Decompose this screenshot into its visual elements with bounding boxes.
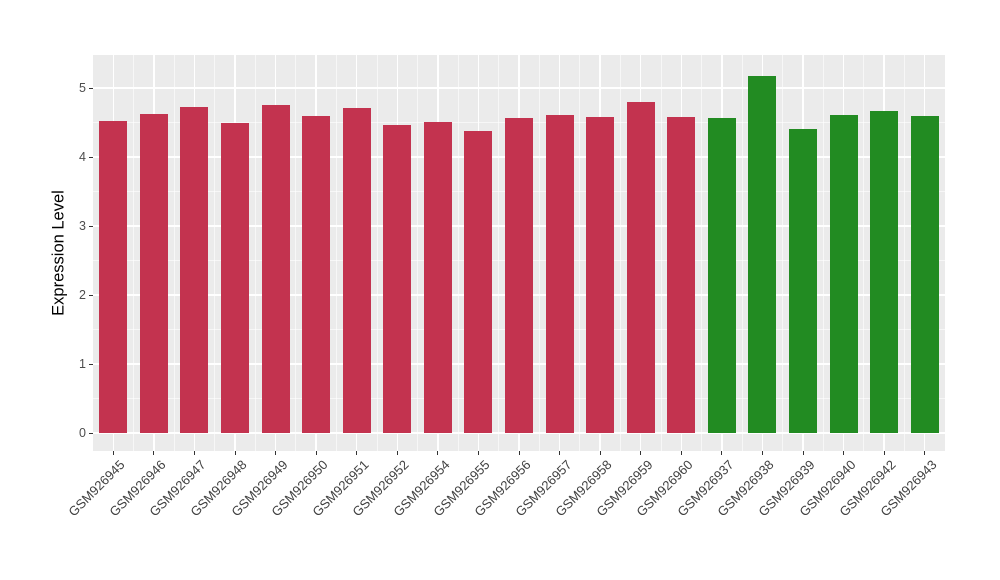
x-tick — [680, 451, 682, 455]
gridline-minor-v — [417, 55, 418, 451]
bar-GSM926959 — [626, 101, 655, 433]
bar-GSM926951 — [342, 108, 371, 433]
x-tick-label-text: GSM926942 — [836, 457, 899, 520]
x-tick — [112, 451, 114, 455]
x-tick-label-text: GSM926950 — [268, 457, 331, 520]
x-tick — [721, 451, 723, 455]
gridline-minor-v — [254, 55, 256, 451]
x-tick-label-text: GSM926957 — [511, 457, 575, 520]
bar-GSM926943 — [910, 116, 939, 433]
gridline-minor-v — [214, 55, 216, 451]
x-tick — [315, 451, 317, 455]
x-tick — [883, 451, 885, 455]
plot-panel — [93, 55, 945, 451]
gridline-minor-v — [782, 55, 784, 451]
x-tick — [437, 451, 439, 455]
x-tick — [640, 451, 642, 455]
x-tick — [559, 451, 561, 455]
y-tick-label: 0 — [79, 426, 86, 440]
bar-GSM926948 — [221, 122, 249, 433]
bar-GSM926947 — [180, 106, 209, 433]
x-tick — [396, 451, 398, 455]
x-tick — [234, 451, 236, 455]
bar-GSM926946 — [139, 113, 168, 433]
x-tick-label-text: GSM926959 — [593, 457, 656, 520]
x-tick — [843, 451, 845, 455]
bar-GSM926937 — [707, 117, 736, 433]
bar-GSM926958 — [586, 116, 615, 433]
bar-GSM926952 — [383, 125, 412, 433]
bar-GSM926938 — [748, 75, 777, 433]
x-tick-label-text: GSM926954 — [390, 457, 453, 520]
gridline-minor-v — [579, 55, 581, 451]
bar-GSM926949 — [261, 104, 290, 433]
x-tick-label-text: GSM926945 — [65, 457, 128, 520]
x-tick — [599, 451, 601, 455]
y-tick-label: 5 — [79, 81, 86, 95]
bar-GSM926960 — [667, 116, 696, 433]
x-tick-label-text: GSM926952 — [349, 457, 412, 520]
x-tick-label-text: GSM926938 — [714, 457, 778, 520]
x-tick-label-text: GSM926939 — [755, 457, 818, 520]
x-tick-label-text: GSM926943 — [877, 457, 940, 520]
gridline-minor-v — [336, 55, 337, 451]
x-tick — [802, 451, 804, 455]
x-tick-label-text: GSM926956 — [471, 457, 534, 520]
gridline-minor-v — [457, 55, 459, 451]
bar-GSM926945 — [99, 121, 128, 433]
bar-GSM926942 — [870, 110, 899, 433]
gridline-minor-v — [498, 55, 500, 451]
x-tick — [356, 451, 358, 455]
gridline-minor-v — [133, 55, 134, 451]
x-tick-label-text: GSM926946 — [106, 457, 169, 520]
y-tick-label: 1 — [79, 357, 86, 371]
x-tick-label-text: GSM926940 — [795, 457, 859, 520]
bar-GSM926957 — [545, 114, 574, 433]
bar-GSM926939 — [789, 129, 817, 433]
gridline-minor-v — [538, 55, 540, 451]
x-tick-label-text: GSM926947 — [146, 457, 210, 520]
x-tick — [518, 451, 520, 455]
gridline-minor-v — [904, 55, 905, 451]
gridline-minor-v — [173, 55, 175, 451]
bar-GSM926956 — [505, 118, 533, 433]
x-tick-label-text: GSM926937 — [674, 457, 737, 520]
x-tick — [761, 451, 763, 455]
x-tick-label-text: GSM926960 — [633, 457, 696, 520]
x-tick-label-text: GSM926951 — [309, 457, 372, 520]
bar-GSM926955 — [464, 130, 493, 433]
gridline-minor-v — [376, 55, 378, 451]
x-tick — [924, 451, 926, 455]
x-tick-label-text: GSM926955 — [430, 457, 494, 520]
y-axis-title: Expression Level — [49, 190, 68, 316]
gridline-minor-v — [295, 55, 297, 451]
x-tick — [275, 451, 277, 455]
x-tick-label-text: GSM926958 — [552, 457, 615, 520]
x-tick — [477, 451, 479, 455]
gridline-minor-v — [863, 55, 865, 451]
x-tick-label-text: GSM926949 — [227, 457, 291, 520]
bar-GSM926950 — [302, 115, 331, 433]
gridline-minor-v — [620, 55, 621, 451]
gridline-minor-v — [660, 55, 662, 451]
x-tick — [153, 451, 155, 455]
y-tick-label: 4 — [79, 150, 86, 164]
bar-GSM926940 — [829, 114, 858, 433]
x-tick — [193, 451, 195, 455]
bar-GSM926954 — [423, 121, 452, 433]
gridline-minor-v — [741, 55, 743, 451]
gridline-minor-v — [822, 55, 824, 451]
x-tick-label-text: GSM926948 — [187, 457, 250, 520]
gridline-minor-v — [701, 55, 702, 451]
